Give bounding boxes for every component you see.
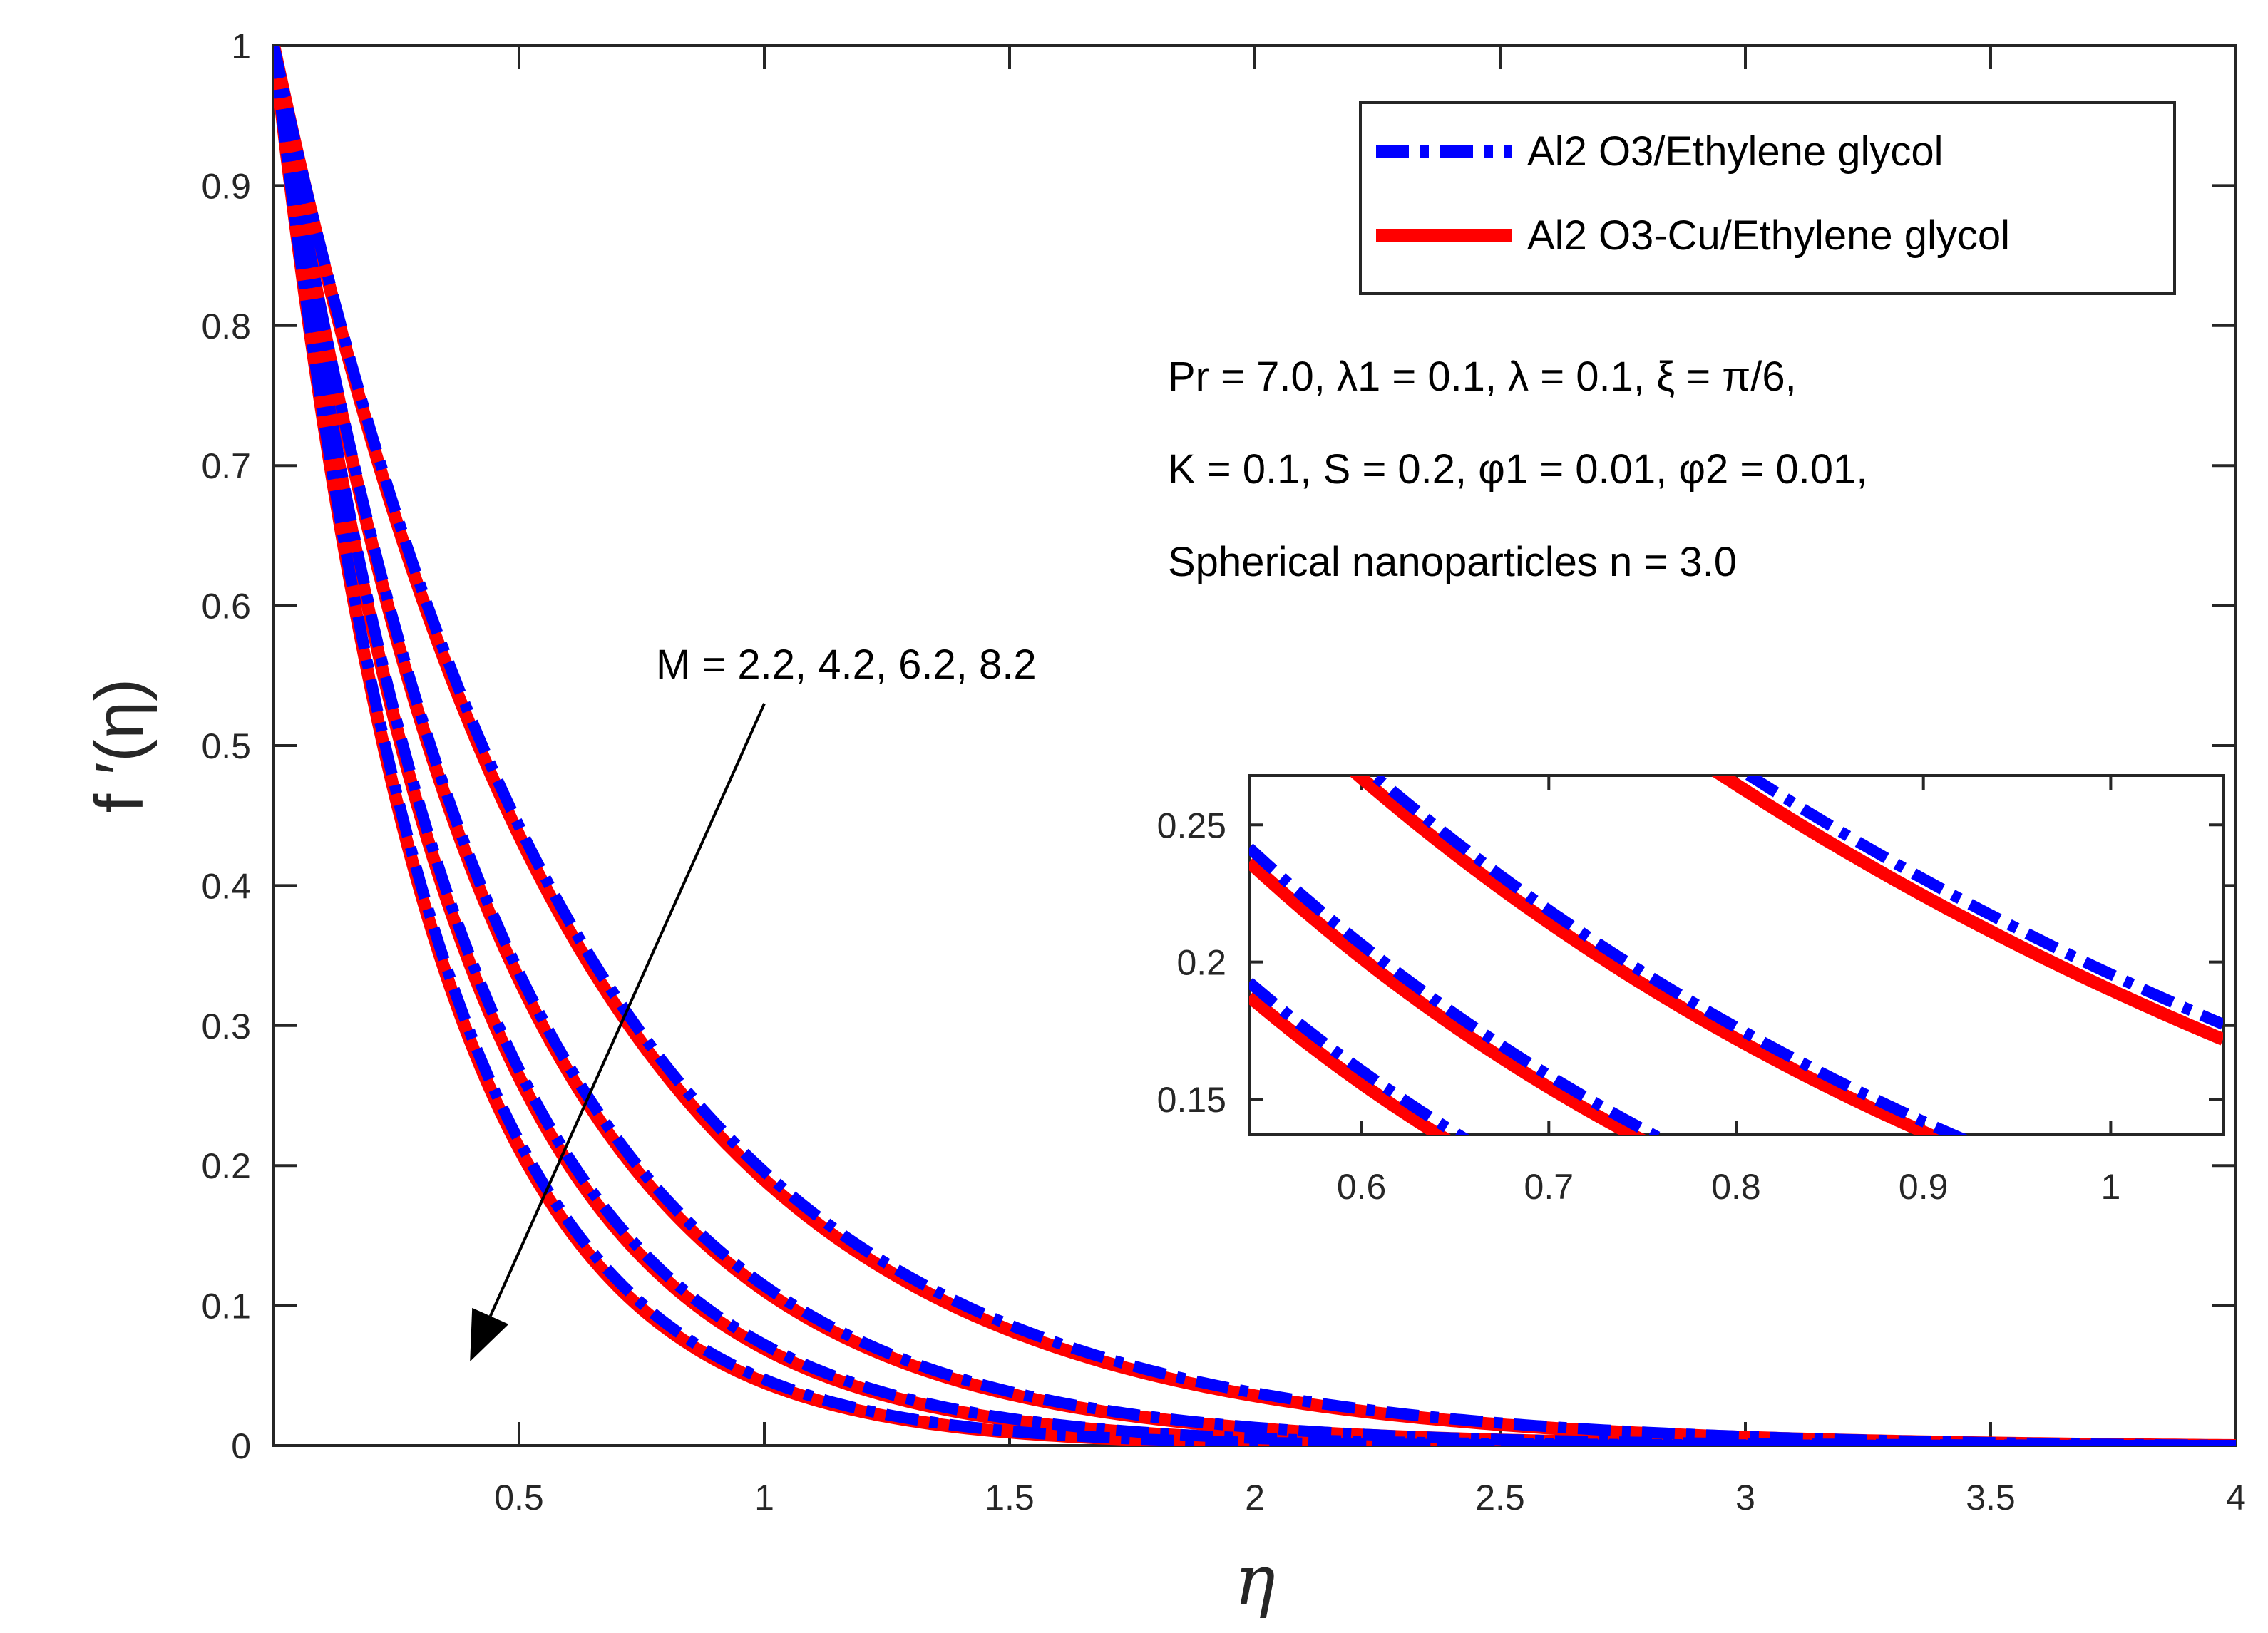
inset-plot-area — [1248, 774, 2225, 1136]
y-tick-label: 0.9 — [201, 166, 251, 206]
inset-x-tick-label: 1 — [2100, 1167, 2120, 1207]
x-tick-label: 0.5 — [494, 1478, 544, 1518]
legend-label-2: Al2 O3-Cu/Ethylene glycol — [1527, 212, 2010, 259]
main-ticks: 0.5 1 1.5 2 2.5 3 3.5 400.10.20.30.40.50.60.70.… — [201, 26, 2245, 1518]
m-annotation: M = 2.2, 4.2, 6.2, 8.2 — [656, 642, 1037, 688]
x-tick-label: 1 — [754, 1478, 774, 1518]
inset-x-tick-label: 0.6 — [1337, 1167, 1387, 1207]
inset-series-line-dashdot-m4.2 — [1365, 776, 1968, 1135]
x-tick-label: 3 — [1735, 1478, 1755, 1518]
legend: Al2 O3/Ethylene glycol Al2 O3-Cu/Ethylen… — [1359, 101, 2176, 295]
inset-series-line-solid-m2.2 — [1710, 776, 2223, 1046]
inset-series-line-solid-m8.2 — [1249, 991, 1451, 1135]
inset-series-line-dashdot-m8.2 — [1249, 977, 1469, 1135]
inset-series-line-dashdot-m6.2 — [1249, 843, 1666, 1135]
inset-ticks: 0.6 0.7 0.8 0.9 1 0.15 0.2 0.25 — [1157, 776, 2223, 1207]
y-tick-label: 0.2 — [201, 1146, 251, 1186]
y-tick-label: 0.8 — [201, 306, 251, 346]
y-axis-label: f ′(η) — [81, 679, 158, 813]
y-tick-label: 0.4 — [201, 866, 251, 906]
y-tick-label: 1 — [231, 26, 251, 66]
legend-box — [1359, 101, 2176, 295]
inset-x-tick-label: 0.7 — [1524, 1167, 1574, 1207]
y-tick-label: 0.7 — [201, 446, 251, 486]
m-arrow — [488, 703, 766, 1317]
series-line-dashdot-m8.2 — [274, 46, 2236, 1446]
inset-y-tick-label: 0.2 — [1176, 943, 1226, 983]
inset-series-line-solid-m6.2 — [1249, 857, 1646, 1135]
param-line-2: K = 0.1, S = 0.2, φ1 = 0.01, φ2 = 0.01, — [1168, 446, 1867, 493]
m-arrow-head — [470, 1307, 509, 1362]
x-tick-label: 2.5 — [1475, 1478, 1525, 1518]
y-tick-label: 0.3 — [201, 1006, 251, 1046]
inset-series-line-solid-m4.2 — [1348, 776, 1946, 1135]
y-tick-label: 0.6 — [201, 587, 251, 627]
inset-curves — [1249, 776, 2223, 1135]
main-curves — [274, 46, 2236, 1446]
x-tick-label: 2 — [1245, 1478, 1265, 1518]
param-line-3: Spherical nanoparticles n = 3.0 — [1168, 539, 1737, 585]
x-tick-label: 4 — [2226, 1478, 2246, 1518]
y-tick-label: 0.5 — [201, 726, 251, 766]
inset-y-tick-label: 0.15 — [1157, 1080, 1226, 1120]
series-line-dashdot-m4.2 — [274, 46, 2236, 1446]
inset-y-tick-label: 0.25 — [1157, 805, 1226, 845]
legend-label-1: Al2 O3/Ethylene glycol — [1527, 128, 1944, 175]
inset-x-tick-label: 0.8 — [1711, 1167, 1761, 1207]
x-axis-label: η — [1234, 1540, 1276, 1620]
x-tick-label: 3.5 — [1966, 1478, 2016, 1518]
x-tick-label: 1.5 — [985, 1478, 1035, 1518]
param-line-1: Pr = 7.0, λ1 = 0.1, λ = 0.1, ξ = π/6, — [1168, 354, 1797, 400]
y-tick-label: 0.1 — [201, 1287, 251, 1327]
inset-x-tick-label: 0.9 — [1899, 1167, 1949, 1207]
y-tick-label: 0 — [231, 1426, 251, 1466]
